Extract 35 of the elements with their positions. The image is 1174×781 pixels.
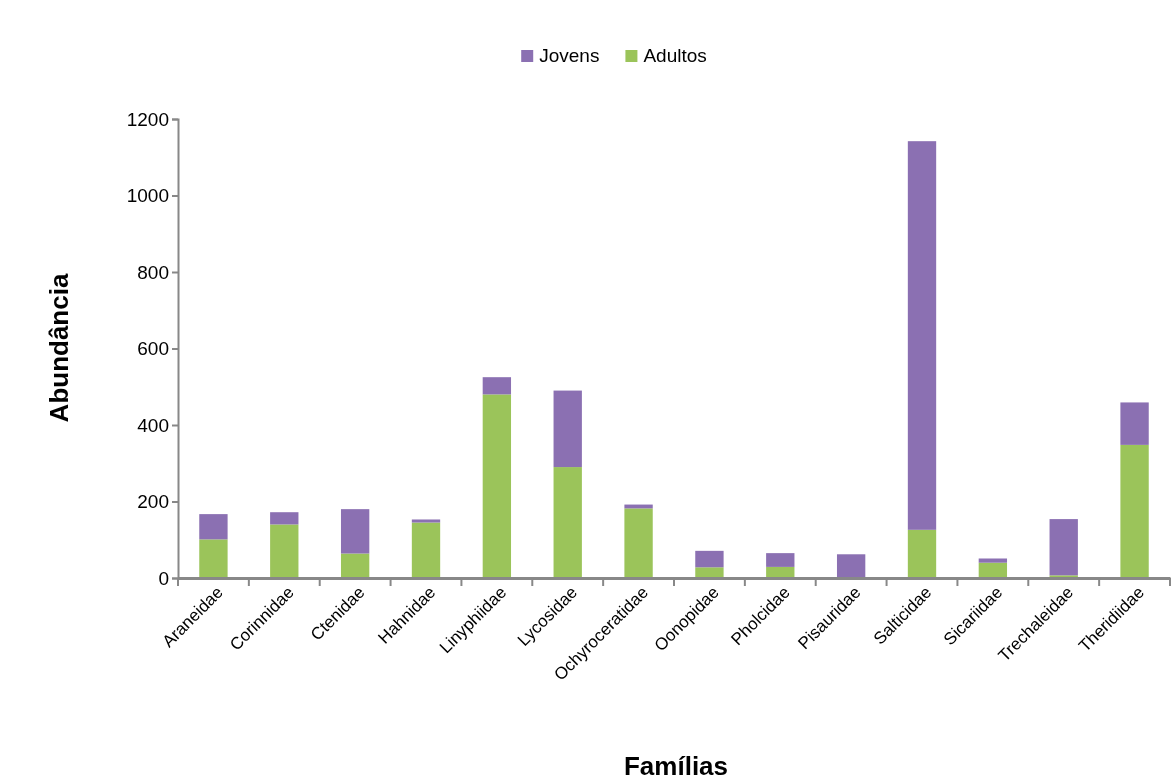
bar	[907, 141, 937, 530]
bar	[624, 508, 653, 578]
bar	[695, 567, 724, 578]
bar	[411, 519, 441, 523]
bar	[553, 390, 582, 468]
bar	[340, 509, 370, 554]
bar	[1120, 444, 1149, 578]
bar	[270, 512, 299, 525]
y-tick-label: 1200	[126, 108, 169, 130]
bar	[199, 539, 228, 578]
bar	[482, 394, 512, 578]
y-tick-label: 800	[137, 261, 169, 283]
bar	[270, 524, 299, 578]
bar	[553, 467, 582, 578]
bar	[482, 377, 512, 395]
y-tick-label: 0	[158, 567, 169, 589]
y-tick-label: 1000	[126, 185, 169, 207]
bar	[978, 558, 1008, 563]
legend-label: Jovens	[539, 45, 600, 66]
y-axis-title: Abundância	[44, 273, 74, 423]
y-tick-label: 600	[137, 338, 169, 360]
bar	[340, 553, 370, 578]
bar	[411, 522, 441, 578]
y-tick-label: 400	[137, 414, 169, 436]
bar	[907, 529, 937, 578]
bar	[836, 554, 866, 578]
y-tick-label: 200	[137, 491, 169, 513]
legend-label: Adultos	[643, 45, 707, 66]
bar	[695, 550, 724, 568]
bar	[1049, 519, 1078, 576]
x-axis-title: Famílias	[623, 751, 729, 781]
bar	[199, 514, 228, 540]
bar	[766, 553, 795, 567]
bar	[978, 562, 1008, 578]
bar	[1120, 402, 1149, 445]
